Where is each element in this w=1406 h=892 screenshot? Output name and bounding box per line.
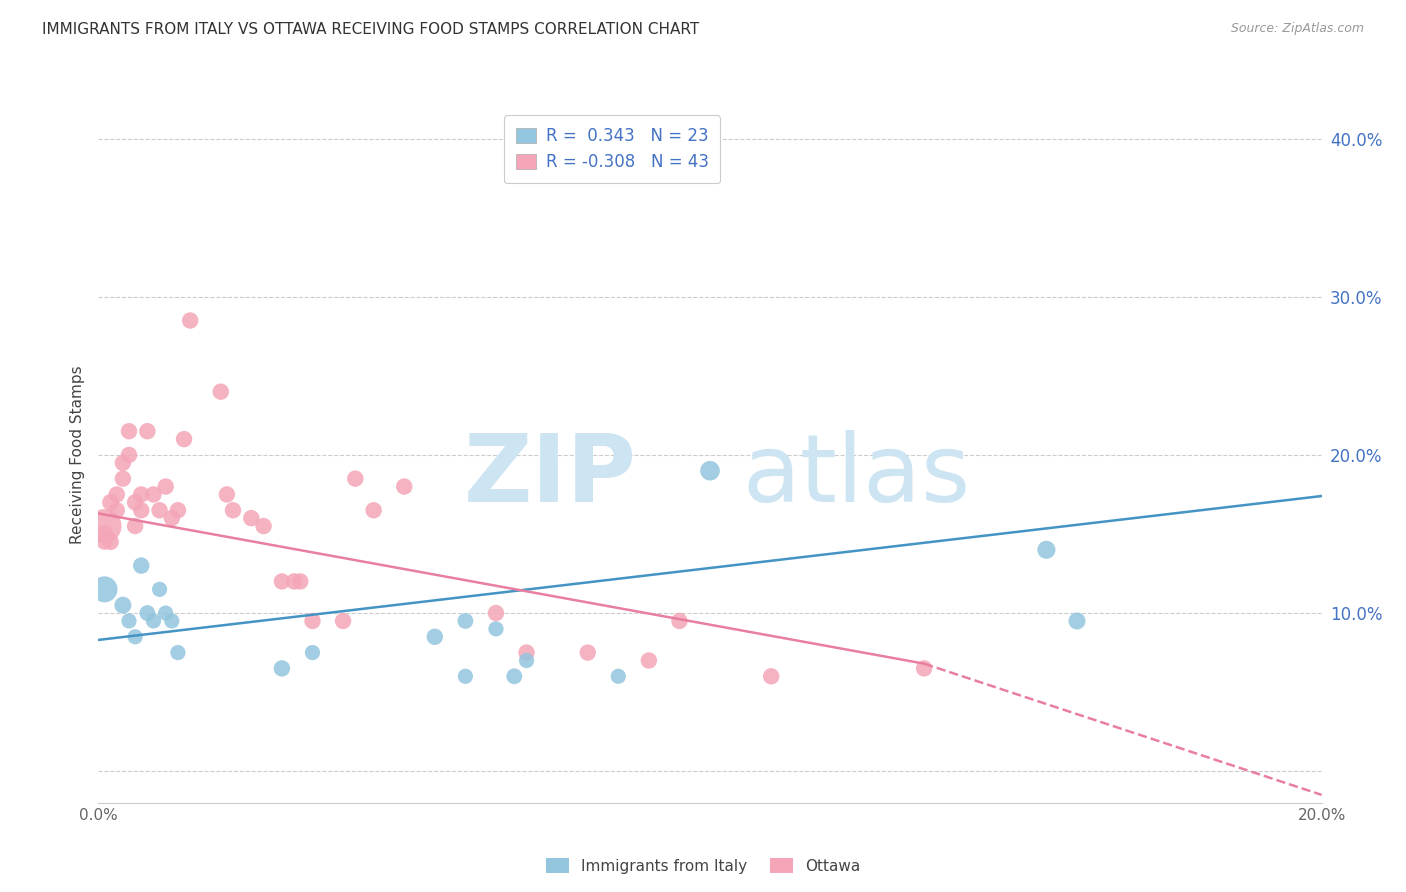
Point [576, 646, 599, 660]
Point [290, 574, 312, 589]
Point [118, 424, 141, 438]
Text: atlas: atlas [742, 430, 972, 522]
Point [179, 313, 201, 327]
Point [124, 519, 146, 533]
Point [105, 503, 128, 517]
Point [485, 622, 508, 636]
Point [129, 487, 152, 501]
Point [173, 432, 195, 446]
Y-axis label: Receiving Food Stamps: Receiving Food Stamps [70, 366, 86, 544]
Point [516, 653, 538, 667]
Point [167, 503, 190, 517]
Point [111, 598, 134, 612]
Legend: R =  0.343   N = 23, R = -0.308   N = 43: R = 0.343 N = 23, R = -0.308 N = 43 [503, 115, 720, 183]
Point [160, 511, 183, 525]
Point [637, 653, 661, 667]
Point [149, 582, 172, 597]
Point [240, 511, 263, 525]
Point [118, 614, 141, 628]
Point [149, 503, 172, 517]
Point [423, 630, 446, 644]
Point [454, 669, 477, 683]
Point [93, 582, 115, 597]
Point [100, 534, 122, 549]
Point [363, 503, 385, 517]
Point [270, 661, 292, 675]
Point [222, 503, 245, 517]
Point [301, 614, 323, 628]
Point [215, 487, 238, 501]
Point [111, 456, 134, 470]
Point [93, 527, 115, 541]
Legend: Immigrants from Italy, Ottawa: Immigrants from Italy, Ottawa [540, 852, 866, 880]
Point [124, 630, 146, 644]
Point [344, 472, 367, 486]
Point [392, 479, 416, 493]
Point [100, 495, 122, 509]
Point [283, 574, 305, 589]
Point [668, 614, 690, 628]
Point [118, 448, 141, 462]
Point [1066, 614, 1088, 628]
Point [160, 614, 183, 628]
Point [485, 606, 508, 620]
Point [129, 503, 152, 517]
Point [699, 464, 721, 478]
Point [252, 519, 274, 533]
Point [111, 472, 134, 486]
Point [454, 614, 477, 628]
Point [93, 519, 115, 533]
Point [105, 487, 128, 501]
Point [155, 479, 177, 493]
Point [270, 574, 292, 589]
Point [607, 669, 630, 683]
Point [1035, 542, 1057, 557]
Point [516, 646, 538, 660]
Point [301, 646, 323, 660]
Point [129, 558, 152, 573]
Point [912, 661, 935, 675]
Text: Source: ZipAtlas.com: Source: ZipAtlas.com [1230, 22, 1364, 36]
Text: ZIP: ZIP [464, 430, 637, 522]
Point [124, 495, 146, 509]
Point [136, 606, 159, 620]
Point [167, 646, 190, 660]
Text: IMMIGRANTS FROM ITALY VS OTTAWA RECEIVING FOOD STAMPS CORRELATION CHART: IMMIGRANTS FROM ITALY VS OTTAWA RECEIVIN… [42, 22, 699, 37]
Point [136, 424, 159, 438]
Point [142, 487, 165, 501]
Point [759, 669, 782, 683]
Point [93, 534, 115, 549]
Point [332, 614, 354, 628]
Point [503, 669, 526, 683]
Point [209, 384, 232, 399]
Point [142, 614, 165, 628]
Point [155, 606, 177, 620]
